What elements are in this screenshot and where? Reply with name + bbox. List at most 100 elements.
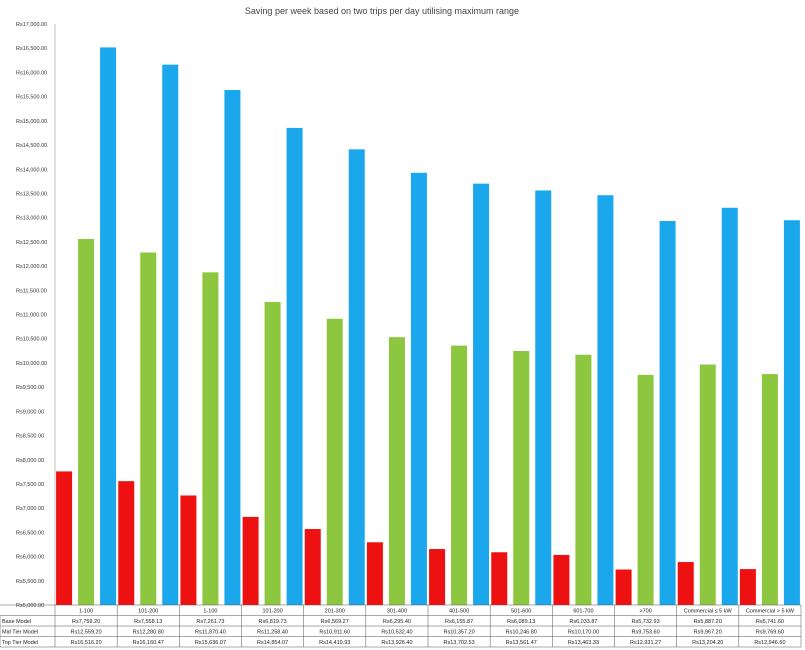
bar [410,172,427,605]
bar [473,183,490,605]
value-label: Rs13,463.33 [568,640,599,646]
value-label: Rs5,741.60 [756,619,784,625]
value-label: Rs13,702.53 [443,640,474,646]
bar [56,471,73,605]
value-label: Rs6,033.87 [569,619,597,625]
bar [637,374,654,605]
bar [140,252,157,606]
bar [78,239,95,605]
value-label: Rs7,558.13 [134,619,162,625]
y-tick-label: Rs6,500.00 [16,530,44,536]
bars-layer [56,47,800,606]
bar [286,127,303,606]
value-label: Rs12,946.60 [754,640,785,646]
value-label: Rs6,295.40 [383,619,411,625]
value-label: Rs11,870.40 [195,630,226,636]
y-tick-label: Rs9,500.00 [16,385,44,391]
category-label: 1-100 [79,609,93,615]
category-label: 401-500 [449,609,469,615]
value-label: Rs16,160.47 [133,640,164,646]
value-label: Rs12,559.20 [70,630,101,636]
category-label: 101-200 [262,609,282,615]
value-label: Rs5,887.20 [694,619,722,625]
data-table: 1-100 101-200 1-100 101-200 201-300 301-400 40… [0,604,802,648]
category-label: >700 [639,609,651,615]
bar [100,47,117,605]
value-label: Rs14,854.07 [257,640,288,646]
y-tick-label: Rs6,000.00 [16,555,44,561]
bar [264,301,281,605]
value-label: Rs6,155.87 [445,619,473,625]
value-label: Rs12,280.80 [133,630,164,636]
bar [304,529,321,605]
y-tick-label: Rs7,000.00 [16,506,44,512]
y-tick-label: Rs5,000.00 [16,603,44,609]
bar [597,195,614,606]
y-tick-label: Rs10,500.00 [16,337,47,343]
bar [659,220,676,606]
value-label: Rs12,931.27 [630,640,661,646]
category-label: Commercial > 5 kW [746,609,795,615]
bar [575,354,592,605]
category-label: Commercial ≤ 5 kW [684,609,733,615]
y-tick-label: Rs11,000.00 [16,313,47,319]
value-label: Rs6,819.73 [259,619,287,625]
bar [429,549,446,605]
category-label: 601-700 [573,609,593,615]
y-tick-label: Rs12,000.00 [16,264,47,270]
category-label: 201-300 [325,609,345,615]
y-tick-label: Rs5,500.00 [16,579,44,585]
value-label: Rs10,532.40 [381,630,412,636]
value-label: Rs7,759.20 [72,619,100,625]
y-tick-label: Rs15,500.00 [16,95,47,101]
value-label: Rs16,516.20 [70,640,101,646]
value-label: Rs7,261.73 [196,619,224,625]
category-label: 501-600 [511,609,531,615]
value-label: Rs9,769.60 [756,630,784,636]
bar [677,562,694,605]
series-name: Mid Tier Model [2,630,38,636]
y-tick-label: Rs17,000.00 [16,22,47,28]
y-tick-label: Rs16,000.00 [16,70,47,76]
bar [615,569,632,605]
value-label: Rs6,569.27 [321,619,349,625]
bar [491,552,508,605]
value-label: Rs14,410.93 [319,640,350,646]
bar [242,516,259,605]
value-label: Rs9,753.60 [632,630,660,636]
y-tick-label: Rs9,000.00 [16,409,44,415]
y-tick-label: Rs11,500.00 [16,288,47,294]
y-tick-label: Rs14,000.00 [16,167,47,173]
y-tick-label: Rs14,500.00 [16,143,47,149]
y-tick-label: Rs12,500.00 [16,240,47,246]
bar [202,272,219,605]
category-label: 301-400 [387,609,407,615]
value-label: Rs11,258.40 [257,630,288,636]
chart-title: Saving per week based on two trips per d… [245,6,519,16]
bar [366,542,383,605]
y-tick-label: Rs13,500.00 [16,191,47,197]
value-label: Rs15,636.07 [195,640,226,646]
y-axis: Rs17,000.00 Rs16,500.00 Rs16,000.00 Rs15,50… [16,22,56,609]
y-tick-label: Rs7,500.00 [16,482,44,488]
series-name: Top Tier Model [2,640,38,646]
bar [348,149,365,606]
value-label: Rs13,204.20 [692,640,723,646]
bar [783,220,800,605]
bar [180,495,197,605]
bar [162,64,179,606]
bar [699,364,716,605]
value-label: Rs13,561.47 [506,640,537,646]
y-tick-label: Rs10,000.00 [16,361,47,367]
value-label: Rs10,911.60 [319,630,350,636]
value-label: Rs9,967.20 [694,630,722,636]
bar [553,554,570,605]
bar [224,90,241,606]
value-label: Rs5,732.93 [632,619,660,625]
value-label: Rs10,246.80 [506,630,537,636]
y-tick-label: Rs8,000.00 [16,458,44,464]
bar [739,569,756,605]
bar [513,350,530,605]
category-label: 1-100 [203,609,217,615]
